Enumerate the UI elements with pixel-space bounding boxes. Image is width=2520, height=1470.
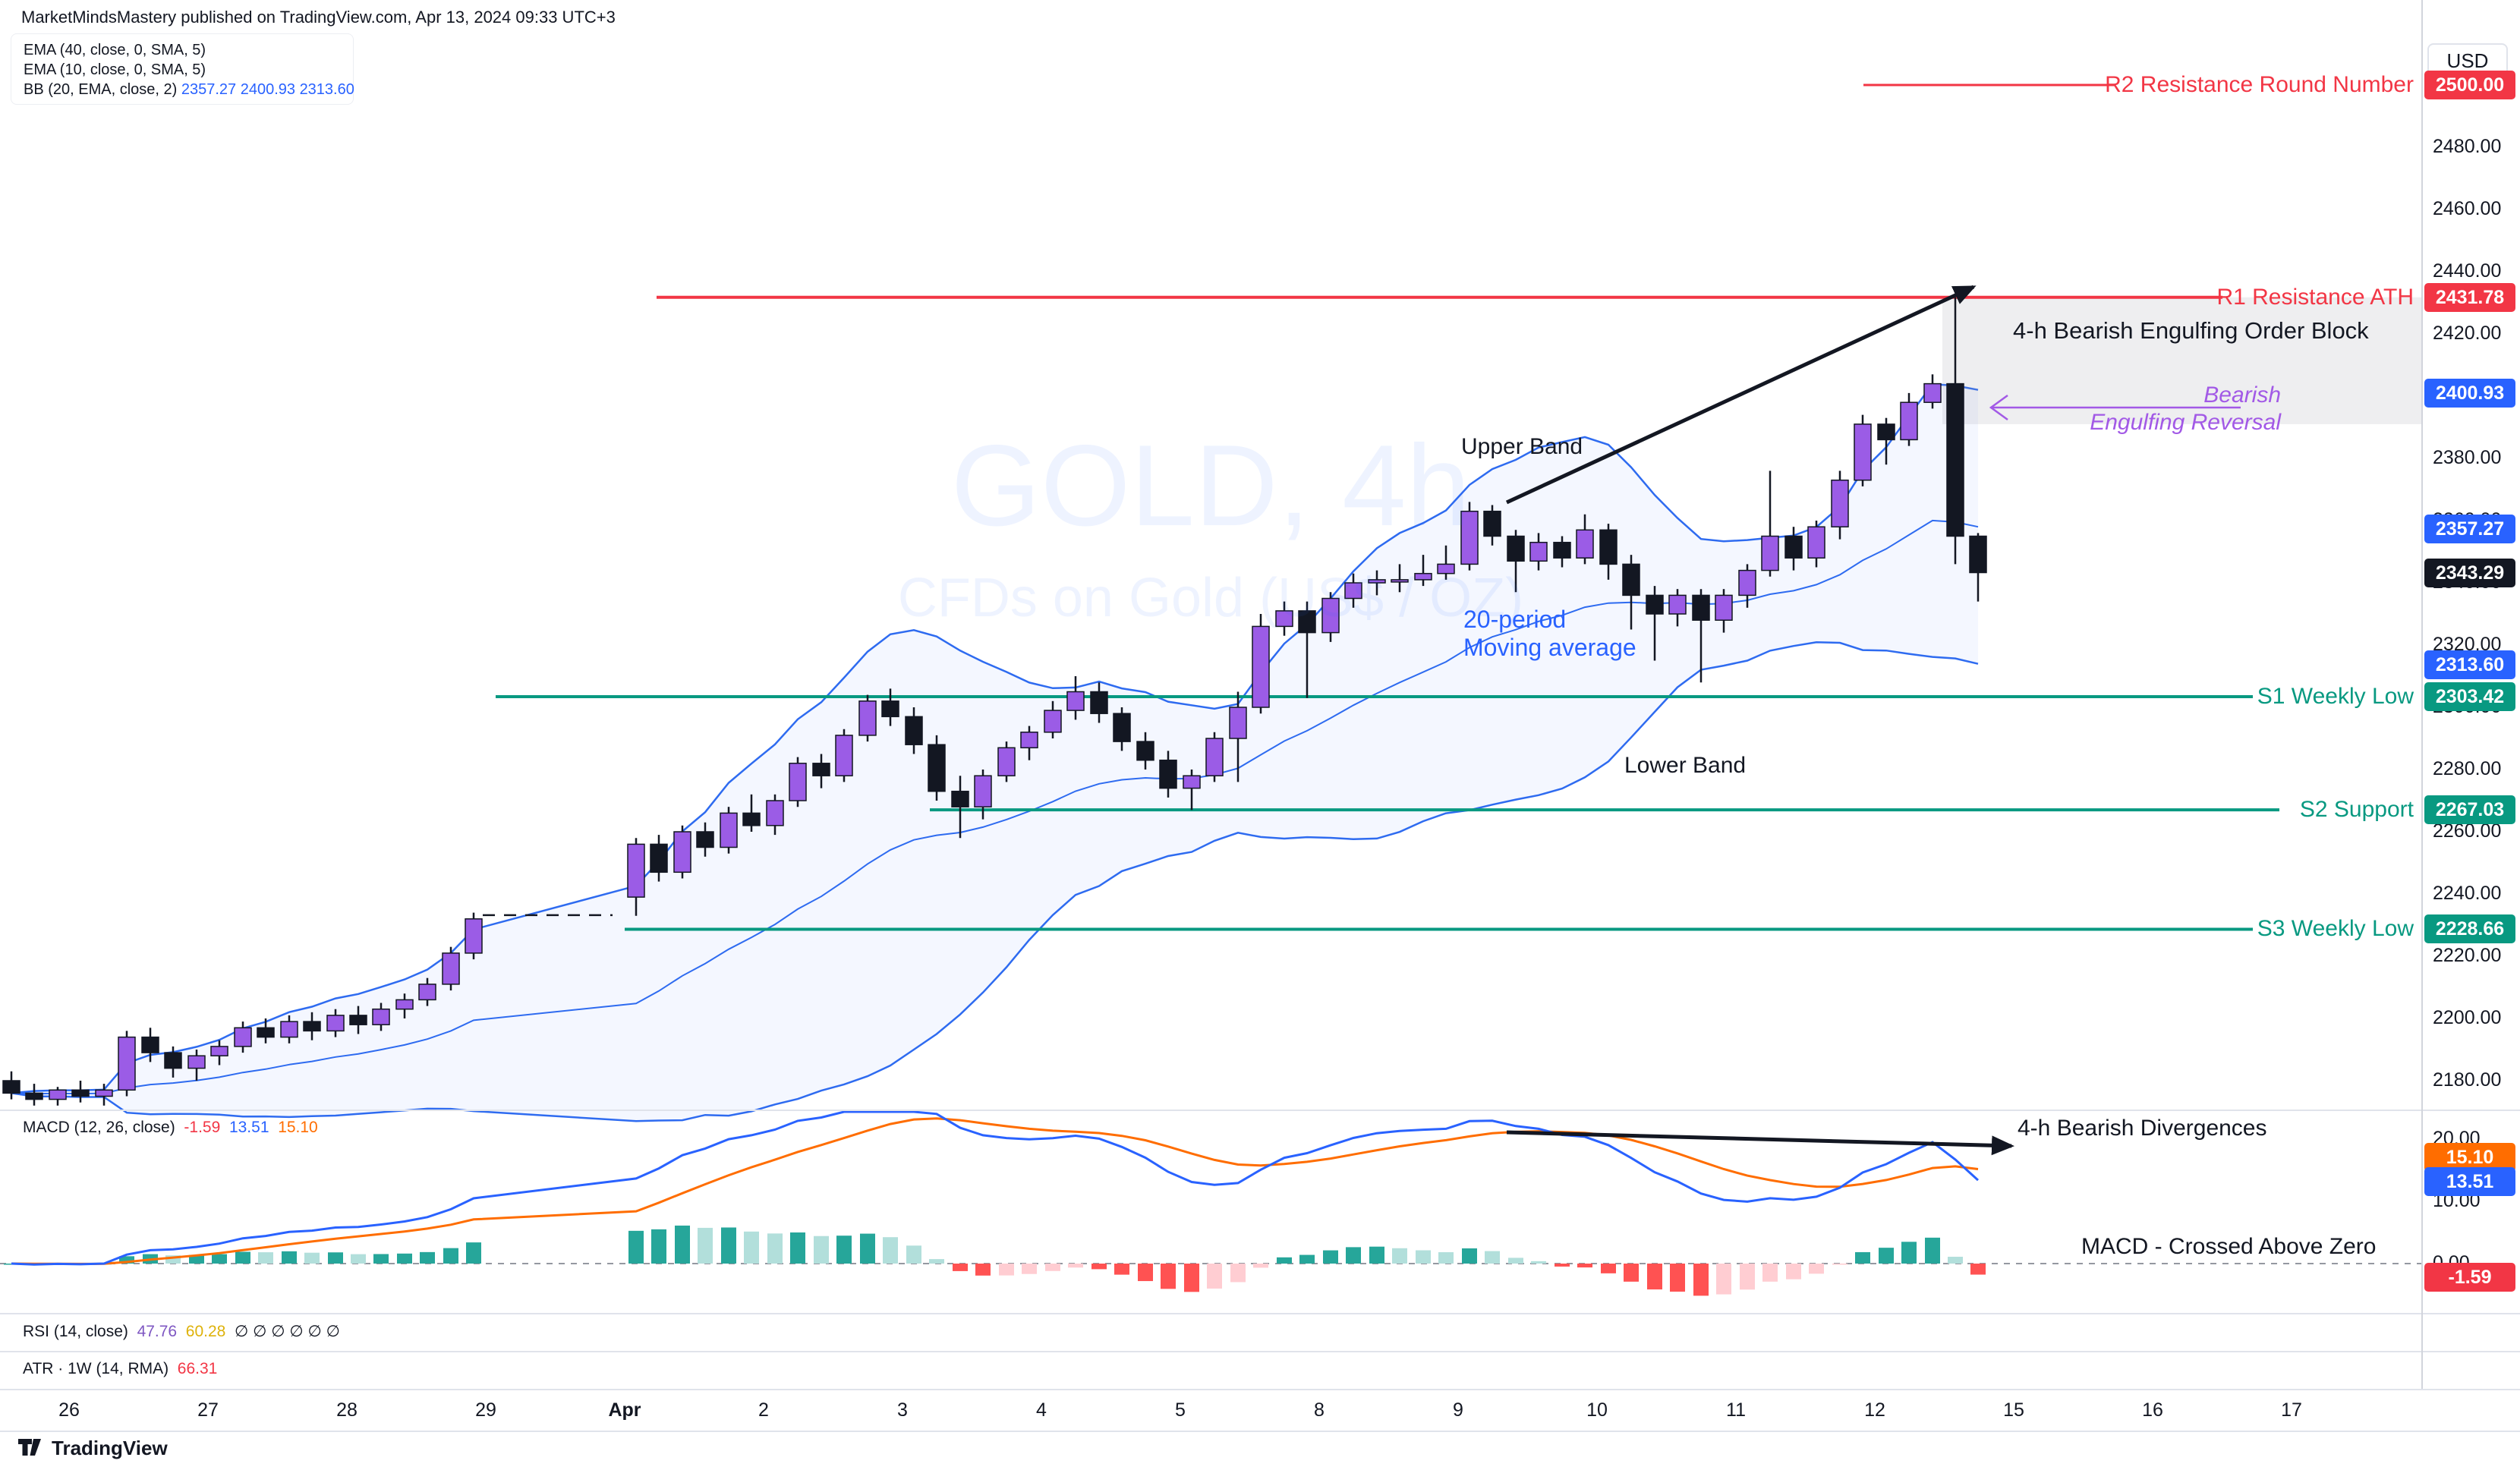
time-axis-label: 11 bbox=[1726, 1399, 1746, 1421]
price-badge: 2228.66 bbox=[2424, 914, 2515, 943]
legend-ema40[interactable]: EMA (40, close, 0, SMA, 5) bbox=[24, 42, 206, 58]
s3-level-label[interactable]: S3 Weekly Low bbox=[2257, 916, 2414, 941]
macd-badge: 15.10 bbox=[2424, 1143, 2515, 1172]
price-axis-label: 2200.00 bbox=[2433, 1007, 2502, 1028]
macd-signal-value: 15.10 bbox=[278, 1119, 318, 1136]
time-axis-label: 16 bbox=[2142, 1399, 2163, 1421]
lower-band-label: Lower Band bbox=[1624, 753, 1747, 778]
pane-separator-macd-rsi[interactable] bbox=[0, 1313, 2520, 1314]
indicator-legend-card: EMA (40, close, 0, SMA, 5) EMA (10, clos… bbox=[11, 33, 354, 105]
price-axis-label: 2480.00 bbox=[2433, 136, 2502, 157]
bearish-engulfing-label-line2: Engulfing Reversal bbox=[2090, 410, 2281, 435]
s1-level-label[interactable]: S1 Weekly Low bbox=[2257, 684, 2414, 709]
time-axis-label: 29 bbox=[475, 1399, 496, 1421]
rsi-legend-label: RSI (14, close) bbox=[23, 1323, 128, 1340]
moving-average-label-line1: 20-period bbox=[1463, 606, 1567, 633]
time-axis-bottom-border bbox=[0, 1431, 2520, 1432]
price-axis-border bbox=[2421, 0, 2423, 1389]
pane-separator-rsi-atr[interactable] bbox=[0, 1351, 2520, 1352]
macd-zero-cross-label: MACD - Crossed Above Zero bbox=[2081, 1234, 2377, 1259]
legend-ema10[interactable]: EMA (10, close, 0, SMA, 5) bbox=[24, 61, 206, 78]
legend-bollinger-values: 2357.27 2400.93 2313.60 bbox=[181, 81, 354, 98]
upper-band-label: Upper Band bbox=[1461, 434, 1583, 459]
rsi-ma-value: 60.28 bbox=[185, 1323, 226, 1340]
price-axis-label: 2180.00 bbox=[2433, 1069, 2502, 1091]
chart-annotation-shapes bbox=[483, 83, 2421, 931]
annotation-arrows bbox=[1505, 285, 2241, 1156]
moving-average-label: 20-period Moving average bbox=[1463, 606, 1636, 662]
macd-divergence-label: 4-h Bearish Divergences bbox=[2018, 1116, 2267, 1141]
tradingview-logo-text: TradingView bbox=[52, 1437, 168, 1459]
price-axis-label: 2420.00 bbox=[2433, 323, 2502, 344]
rsi-empty-values: ∅ ∅ ∅ ∅ ∅ ∅ bbox=[235, 1323, 340, 1340]
price-badge: 2343.29 bbox=[2424, 559, 2515, 587]
time-axis-label: 9 bbox=[1453, 1399, 1463, 1421]
price-badge: 2267.03 bbox=[2424, 795, 2515, 824]
price-badge: 2357.27 bbox=[2424, 515, 2515, 543]
s2-level-label[interactable]: S2 Support bbox=[2299, 797, 2414, 822]
time-axis-label: 17 bbox=[2281, 1399, 2302, 1421]
candlestick-series bbox=[2, 297, 1987, 1106]
time-axis-label: 27 bbox=[197, 1399, 219, 1421]
publish-attribution: MarketMindsMastery published on TradingV… bbox=[21, 8, 616, 27]
rsi-legend[interactable]: RSI (14, close) 47.76 60.28 ∅ ∅ ∅ ∅ ∅ ∅ bbox=[23, 1322, 340, 1341]
time-axis-label: 4 bbox=[1036, 1399, 1047, 1421]
bearish-engulfing-label: Bearish Engulfing Reversal bbox=[2090, 382, 2281, 436]
time-axis-label: 28 bbox=[336, 1399, 358, 1421]
price-axis-label: 2240.00 bbox=[2433, 883, 2502, 904]
r2-level-label[interactable]: R2 Resistance Round Number bbox=[2105, 72, 2414, 97]
price-badge: 2303.42 bbox=[2424, 682, 2515, 711]
pane-separator-price-macd[interactable] bbox=[0, 1110, 2520, 1111]
atr-value: 66.31 bbox=[177, 1360, 218, 1377]
rsi-value: 47.76 bbox=[137, 1323, 178, 1340]
price-badge: 2313.60 bbox=[2424, 650, 2515, 679]
price-badge: 2431.78 bbox=[2424, 283, 2515, 312]
moving-average-label-line2: Moving average bbox=[1463, 634, 1636, 661]
macd-hist-value: -1.59 bbox=[184, 1119, 221, 1136]
time-axis-label: 2 bbox=[758, 1399, 769, 1421]
macd-legend[interactable]: MACD (12, 26, close) -1.59 13.51 15.10 bbox=[23, 1119, 318, 1137]
price-axis-label: 2460.00 bbox=[2433, 198, 2502, 219]
time-axis-label: 15 bbox=[2003, 1399, 2024, 1421]
time-axis-label: Apr bbox=[608, 1399, 641, 1421]
tradingview-logo-icon bbox=[18, 1438, 41, 1456]
time-axis-label: 5 bbox=[1175, 1399, 1186, 1421]
r1-level-label[interactable]: R1 Resistance ATH bbox=[2216, 285, 2414, 310]
macd-line-value: 13.51 bbox=[228, 1119, 269, 1136]
macd-badge: -1.59 bbox=[2424, 1263, 2515, 1292]
time-axis-label: 8 bbox=[1314, 1399, 1325, 1421]
time-axis-label: 12 bbox=[1864, 1399, 1885, 1421]
order-block-label: 4-h Bearish Engulfing Order Block bbox=[2013, 317, 2369, 344]
price-axis-label: 2440.00 bbox=[2433, 260, 2502, 282]
price-axis-label: 2280.00 bbox=[2433, 758, 2502, 779]
price-axis-label: 2380.00 bbox=[2433, 447, 2502, 468]
tradingview-logo[interactable]: TradingView bbox=[18, 1437, 168, 1460]
macd-badge: 13.51 bbox=[2424, 1167, 2515, 1196]
price-axis-label: 2220.00 bbox=[2433, 945, 2502, 966]
time-axis-label: 10 bbox=[1586, 1399, 1608, 1421]
time-axis-label: 3 bbox=[897, 1399, 908, 1421]
bearish-engulfing-label-line1: Bearish bbox=[2203, 382, 2281, 408]
order-block-zone bbox=[1942, 297, 2421, 424]
price-badge: 2500.00 bbox=[2424, 71, 2515, 99]
macd-legend-label: MACD (12, 26, close) bbox=[23, 1119, 175, 1136]
price-badge: 2400.93 bbox=[2424, 379, 2515, 408]
atr-legend[interactable]: ATR · 1W (14, RMA) 66.31 bbox=[23, 1360, 217, 1378]
time-axis-label: 26 bbox=[58, 1399, 80, 1421]
legend-bollinger-label: BB (20, EMA, close, 2) bbox=[24, 81, 178, 98]
pane-separator-atr-timeaxis bbox=[0, 1389, 2520, 1390]
legend-bollinger[interactable]: BB (20, EMA, close, 2) 2357.27 2400.93 2… bbox=[24, 81, 354, 99]
atr-legend-label: ATR · 1W (14, RMA) bbox=[23, 1360, 169, 1377]
macd-indicator bbox=[0, 1110, 2421, 1296]
